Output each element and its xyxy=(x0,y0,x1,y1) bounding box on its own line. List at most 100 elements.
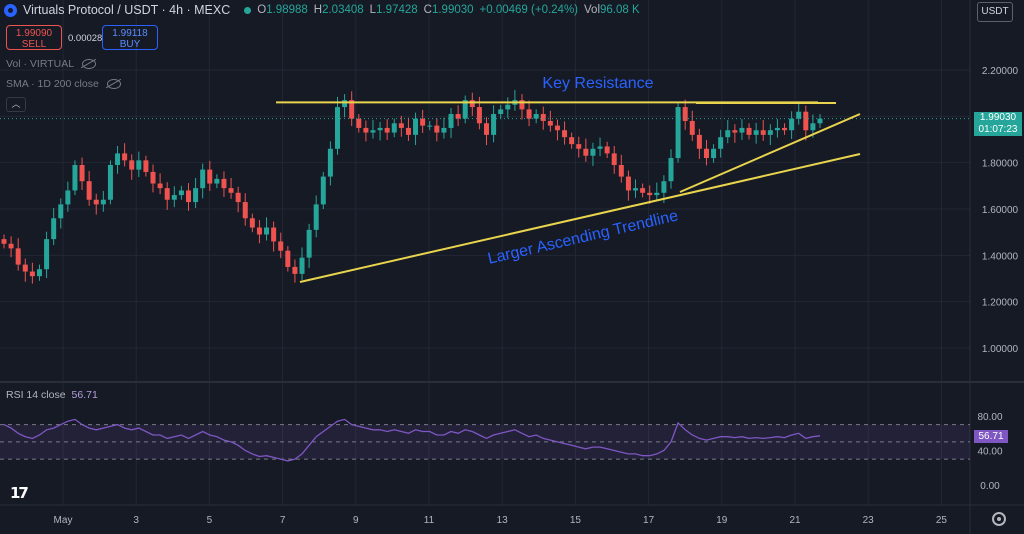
candle-body xyxy=(526,109,532,119)
candle-body xyxy=(725,130,731,138)
candle xyxy=(193,177,199,209)
candle-body xyxy=(171,195,177,200)
candle-body xyxy=(391,123,397,133)
candle-body xyxy=(292,266,298,274)
candle-body xyxy=(15,248,21,265)
rsi-legend[interactable]: RSI 14 close 56.71 xyxy=(6,389,98,401)
time-axis-label: 5 xyxy=(207,515,213,526)
ohlc-high: H2.03408 xyxy=(313,4,364,16)
candle-body xyxy=(682,107,688,121)
candle-body xyxy=(746,127,752,135)
candle-body xyxy=(647,192,653,196)
candle-body xyxy=(640,188,646,193)
sma-indicator-label: SMA · 1D 200 close xyxy=(6,78,99,90)
candle xyxy=(640,183,646,198)
candle-body xyxy=(462,100,468,119)
tradingview-logo[interactable]: 17 xyxy=(10,484,29,502)
candle-body xyxy=(107,164,113,200)
candle-body xyxy=(370,130,376,133)
candle xyxy=(178,185,184,200)
currency-selector[interactable]: USDT xyxy=(977,2,1013,22)
candle xyxy=(725,120,731,144)
candle-body xyxy=(654,192,660,196)
candle-body xyxy=(661,181,667,193)
buy-button[interactable]: 1.99118 BUY xyxy=(102,25,158,50)
candle xyxy=(150,164,156,193)
rsi-panel xyxy=(0,418,970,462)
candle xyxy=(313,195,319,238)
candle-body xyxy=(271,227,277,242)
sma-indicator-legend[interactable]: SMA · 1D 200 close xyxy=(6,78,121,90)
candle-body xyxy=(200,169,206,189)
buy-price: 1.99118 xyxy=(112,28,148,39)
candle-body xyxy=(576,144,582,149)
candle-body xyxy=(732,130,738,133)
sell-button[interactable]: 1.99090 SELL xyxy=(6,25,62,50)
candle xyxy=(292,259,298,283)
candle xyxy=(718,129,724,158)
candle-body xyxy=(115,153,121,165)
candle-body xyxy=(668,158,674,182)
candle xyxy=(334,96,340,155)
candle-body xyxy=(164,188,170,200)
candle xyxy=(590,142,596,166)
candle xyxy=(611,145,617,174)
time-axis-label: 23 xyxy=(863,515,875,526)
candle-body xyxy=(448,114,454,128)
candle xyxy=(427,120,433,131)
price-axis-label: 1.80000 xyxy=(982,159,1019,170)
candle xyxy=(221,171,227,197)
candle xyxy=(398,115,404,137)
candle-body xyxy=(554,125,560,131)
candle xyxy=(100,190,106,212)
hide-eye-icon[interactable] xyxy=(106,79,121,89)
rsi-axis-label: 40.00 xyxy=(977,447,1002,458)
buy-label: BUY xyxy=(119,39,141,50)
candle-body xyxy=(285,250,291,267)
candle xyxy=(682,99,688,130)
candle xyxy=(654,182,660,202)
candle-body xyxy=(703,148,709,159)
candle-body xyxy=(675,107,681,159)
candle xyxy=(271,221,277,252)
candle xyxy=(342,94,348,118)
rsi-label: RSI 14 close xyxy=(6,389,66,401)
candle-body xyxy=(469,100,475,108)
candle-body xyxy=(618,164,624,177)
candle xyxy=(384,119,390,140)
candle xyxy=(448,107,454,139)
time-axis-label: 13 xyxy=(497,515,509,526)
hide-eye-icon[interactable] xyxy=(82,59,97,69)
candle xyxy=(86,171,92,206)
last-price-tag: 1.99030 01:07:23 xyxy=(974,112,1022,136)
candle xyxy=(228,177,234,199)
volume-indicator-legend[interactable]: Vol · VIRTUAL xyxy=(6,58,97,70)
sell-label: SELL xyxy=(21,39,47,50)
candle xyxy=(36,264,42,281)
candle xyxy=(107,160,113,205)
collapse-legend-button[interactable]: ︿ xyxy=(6,97,26,112)
candle-body xyxy=(93,199,99,205)
candle xyxy=(689,110,695,141)
candle xyxy=(413,112,419,146)
candle xyxy=(533,109,539,124)
candle-body xyxy=(597,146,603,149)
time-axis-label: 19 xyxy=(716,515,728,526)
candle xyxy=(519,94,525,120)
candle-body xyxy=(58,204,64,219)
candle-body xyxy=(150,171,156,184)
candle-body xyxy=(207,169,213,184)
candle xyxy=(22,258,28,282)
candle xyxy=(278,232,284,259)
price-axis-label: 1.20000 xyxy=(982,298,1019,309)
candle-body xyxy=(51,218,57,240)
candle-body xyxy=(65,190,71,205)
settings-gear-icon[interactable] xyxy=(992,512,1006,526)
candle xyxy=(306,223,312,268)
candle-body xyxy=(398,123,404,128)
candle xyxy=(327,141,333,186)
candle xyxy=(498,104,504,119)
symbol-title[interactable]: Virtuals Protocol / USDT · 4h · MEXC xyxy=(23,3,231,17)
price-axis-label: 1.40000 xyxy=(982,251,1019,262)
